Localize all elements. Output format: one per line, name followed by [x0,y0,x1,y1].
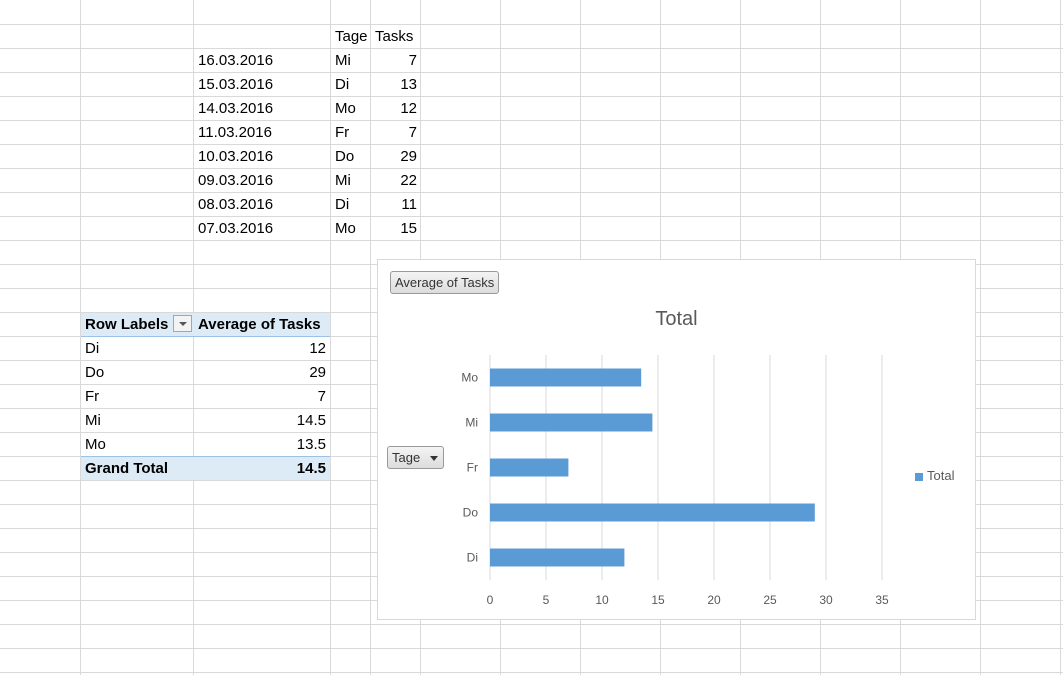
y-tick-label: Do [463,506,479,520]
grid-column-line [193,0,194,675]
header-tasks[interactable]: Tasks [375,28,414,45]
grid-row-line [0,624,1063,625]
y-tick-label: Fr [467,461,478,475]
bar [490,503,815,522]
pivot-chart[interactable]: Average of Tasks Total Tage 0 5 10 15 20 25 30… [377,259,976,620]
pivot-row-label[interactable]: Mi [85,412,101,429]
grid-column-line [370,0,371,675]
grid-row-line [0,216,1063,217]
grid-row-line [0,96,1063,97]
pivot-row-value[interactable]: 13.5 [296,436,326,453]
tasks-cell[interactable]: 29 [400,148,417,165]
chart-legend: Total [915,468,954,483]
y-tick-label: Di [467,551,478,565]
date-cell[interactable]: 07.03.2016 [198,220,274,237]
bar [490,368,642,387]
tage-cell[interactable]: Mo [335,100,356,117]
field-button-label: Average of Tasks [395,275,495,290]
legend-label: Total [927,468,955,483]
chart-title: Total [655,308,698,330]
date-cell[interactable]: 10.03.2016 [198,148,274,165]
x-tick-label: 10 [595,593,609,607]
x-tick-label: 20 [707,593,721,607]
x-tick-label: 25 [763,593,777,607]
row-labels-filter-button[interactable] [173,315,192,332]
pivot-header-border [81,336,330,337]
pivot-row-labels-header[interactable]: Row Labels [85,316,169,333]
bar [490,458,569,477]
pivot-row-label[interactable]: Fr [85,388,100,405]
grid-row-line [0,672,1063,673]
field-button-label: Tage [392,450,421,465]
header-tage[interactable]: Tage [335,28,368,45]
legend-swatch [915,472,923,481]
x-tick-label: 0 [487,593,494,607]
pivot-row-value[interactable]: 12 [309,340,326,357]
tasks-cell[interactable]: 7 [408,124,417,141]
pivot-row-label[interactable]: Do [85,364,105,381]
x-tick-label: 15 [651,593,665,607]
grid-row-line [0,72,1063,73]
pivot-header-fill [81,313,330,336]
tage-cell[interactable]: Fr [335,124,350,141]
bar [490,548,625,567]
date-cell[interactable]: 16.03.2016 [198,52,274,69]
grid-row-line [0,192,1063,193]
date-cell[interactable]: 08.03.2016 [198,196,274,213]
pivot-row-label[interactable]: Di [85,340,100,357]
pivot-grand-total-label[interactable]: Grand Total [85,460,169,477]
tasks-cell[interactable]: 15 [400,220,417,237]
tage-cell[interactable]: Mo [335,220,356,237]
x-tick-label: 5 [543,593,550,607]
grid-row-line [0,648,1063,649]
tasks-cell[interactable]: 12 [400,100,417,117]
grid-row-line [0,240,1063,241]
date-cell[interactable]: 11.03.2016 [198,124,272,141]
tasks-cell[interactable]: 13 [400,76,417,93]
tage-cell[interactable]: Do [335,148,355,165]
date-cell[interactable]: 09.03.2016 [198,172,274,189]
bar [490,413,653,432]
grid-row-line [0,168,1063,169]
pivot-row-value[interactable]: 14.5 [296,412,326,429]
x-tick-label: 35 [875,593,889,607]
y-tick-label: Mi [465,416,478,430]
tage-cell[interactable]: Di [335,196,350,213]
pivot-total-border [81,456,330,457]
average-of-tasks-field-button[interactable]: Average of Tasks [390,271,500,294]
tage-cell[interactable]: Mi [335,172,351,189]
grid-column-line [80,0,81,675]
tage-field-button[interactable]: Tage [387,446,444,469]
grid-row-line [0,48,1063,49]
grid-column-line [1060,0,1061,675]
pivot-value-header[interactable]: Average of Tasks [198,316,321,333]
tasks-cell[interactable]: 11 [401,196,417,213]
grid-column-line [980,0,981,675]
grid-row-line [0,144,1063,145]
pivot-total-fill [81,457,330,480]
chevron-down-icon [429,456,438,462]
pivot-row-value[interactable]: 29 [309,364,326,381]
tasks-cell[interactable]: 22 [400,172,417,189]
pivot-row-value[interactable]: 7 [317,388,326,405]
date-cell[interactable]: 14.03.2016 [198,100,274,117]
y-tick-label: Mo [461,371,478,385]
pivot-grand-total-value[interactable]: 14.5 [296,460,326,477]
tasks-cell[interactable]: 7 [408,52,417,69]
pivot-row-label[interactable]: Mo [85,436,106,453]
date-cell[interactable]: 15.03.2016 [198,76,274,93]
bar-plot: 0 5 10 15 20 25 30 35 Di Do Fr Mi Mo [461,355,889,607]
grid-column-line [330,0,331,675]
x-tick-label: 30 [819,593,833,607]
grid-row-line [0,120,1063,121]
tage-cell[interactable]: Mi [335,52,351,69]
tage-cell[interactable]: Di [335,76,350,93]
grid-row-line [0,24,1063,25]
